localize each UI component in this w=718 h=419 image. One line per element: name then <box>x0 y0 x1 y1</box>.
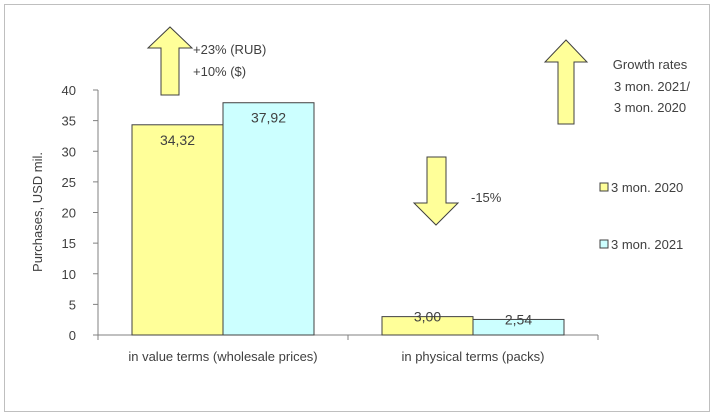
bar-data-label: 2,54 <box>505 311 532 327</box>
growth-physical: -15% <box>471 190 502 205</box>
growth-down-arrow-icon <box>412 156 460 226</box>
bar-2020-value <box>131 124 224 336</box>
growth-rates-note-line3: 3 mon. 2020 <box>614 100 686 115</box>
bar-2021-value <box>222 102 315 336</box>
legend: 3 mon. 2020 3 mon. 2021 <box>599 180 683 252</box>
growth-up-arrow-icon <box>146 26 194 96</box>
legend-label-2021: 3 mon. 2021 <box>611 237 683 252</box>
bar-data-label: 34,32 <box>160 132 195 148</box>
chart-frame <box>4 4 710 412</box>
y-tick-label: 35 <box>62 114 76 129</box>
y-tick-label: 5 <box>69 297 76 312</box>
y-tick-label: 25 <box>62 175 76 190</box>
y-tick-label: 40 <box>62 83 76 98</box>
bars <box>131 102 565 336</box>
legend-label-2020: 3 mon. 2020 <box>611 180 683 195</box>
bar-2021-physical <box>472 318 565 336</box>
bar-labels: 34,32 37,92 3,00 2,54 <box>160 110 532 328</box>
y-ticks: 0 5 10 15 20 25 30 35 40 <box>62 83 98 343</box>
y-tick-label: 30 <box>62 144 76 159</box>
y-tick-label: 0 <box>69 328 76 343</box>
y-tick-label: 15 <box>62 236 76 251</box>
growth-rates-note-line1: Growth rates <box>613 57 688 72</box>
x-ticks <box>97 335 599 340</box>
bar-data-label: 37,92 <box>251 110 286 126</box>
legend-swatch-2020 <box>599 182 609 192</box>
growth-rates-arrow-icon <box>543 39 589 125</box>
category-label: in value terms (wholesale prices) <box>128 349 317 364</box>
growth-value-usd: +10% ($) <box>193 64 246 79</box>
y-axis-label: Purchases, USD mil. <box>30 152 45 272</box>
category-label: in physical terms (packs) <box>401 349 544 364</box>
bar-data-label: 3,00 <box>414 309 441 325</box>
growth-value-rub: +23% (RUB) <box>193 42 266 57</box>
y-tick-label: 10 <box>62 267 76 282</box>
y-tick-label: 20 <box>62 206 76 221</box>
growth-rates-note-line2: 3 mon. 2021/ <box>614 79 690 94</box>
legend-swatch-2021 <box>599 239 609 249</box>
category-labels: in value terms (wholesale prices) in phys… <box>128 349 544 364</box>
